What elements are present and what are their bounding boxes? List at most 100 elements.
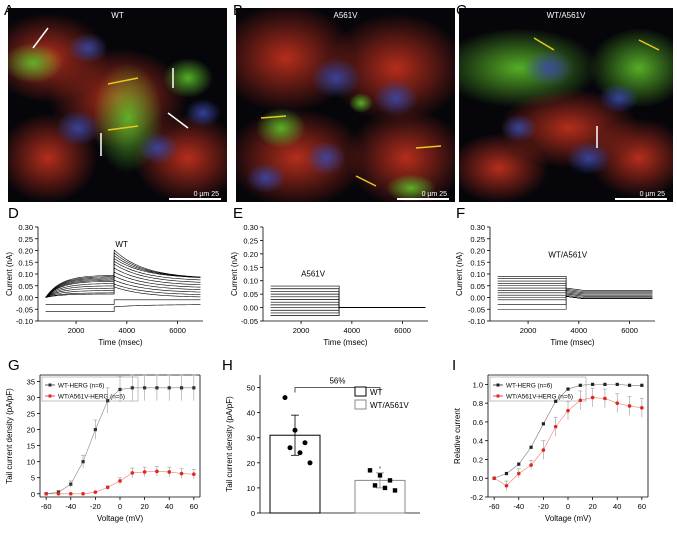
micrograph-a-scale: 0 µm 25	[193, 191, 219, 198]
legend-marker	[48, 394, 52, 398]
data-point	[640, 406, 644, 410]
x-tick-label: 20	[588, 502, 596, 511]
y-tick-label: 0.2	[473, 455, 483, 464]
data-point	[517, 462, 521, 466]
annotation: 56%	[329, 377, 345, 386]
data-point	[566, 387, 570, 391]
micrograph-b-scalebar	[397, 198, 449, 200]
x-tick-label: 6000	[169, 326, 186, 335]
y-tick-label: 40	[247, 409, 255, 418]
y-tick-label: 20	[27, 426, 35, 435]
panel-letter-d: D	[8, 205, 19, 222]
micrograph-a-scalebar	[169, 198, 221, 200]
y-tick-label: -0.05	[16, 305, 33, 314]
y-tick-label: 0	[31, 490, 35, 499]
chart-h: 0 10 20 30 40 50 Tail current density (pA/pF) 5…	[225, 375, 420, 518]
y-tick-label: 0.00	[470, 294, 485, 303]
data-point	[106, 399, 110, 403]
data-point	[143, 386, 147, 390]
y-tick-label: 30	[27, 393, 35, 402]
y-axis-label: Tail current density (pA/pF)	[5, 388, 14, 484]
current-trace	[497, 278, 653, 292]
y-tick-label: 15	[27, 442, 35, 451]
data-point	[179, 386, 184, 390]
data-point	[566, 408, 570, 413]
y-tick-label: 30	[247, 434, 255, 443]
y-tick-label: 0.20	[18, 247, 33, 256]
micrograph-c-title: WT/A561V	[546, 11, 586, 20]
y-tick-label: 0.15	[243, 263, 258, 272]
y-tick-label: 0.15	[470, 258, 485, 267]
x-axis-label: Voltage (mV)	[97, 514, 144, 523]
x-tick-label: 2000	[68, 326, 85, 335]
x-tick-label: 2000	[520, 326, 537, 335]
legend-label: WT-HERG (n=6)	[58, 383, 104, 390]
data-point	[529, 445, 533, 449]
data-point	[302, 440, 308, 446]
y-tick-label: 0.00	[18, 294, 33, 303]
current-trace	[497, 295, 653, 310]
current-trace	[45, 257, 201, 298]
data-point	[307, 460, 313, 466]
current-trace	[497, 294, 653, 299]
data-point	[167, 386, 171, 390]
data-point	[167, 470, 172, 474]
data-point	[192, 472, 196, 477]
y-axis-label: Current (nA)	[455, 252, 464, 296]
data-point	[282, 395, 288, 401]
x-tick-label: 20	[140, 502, 148, 511]
data-point	[603, 382, 607, 386]
current-trace	[45, 249, 201, 298]
bracket	[294, 387, 381, 393]
data-point	[105, 485, 110, 490]
data-point	[69, 482, 73, 486]
micrograph-c-scale: 0 µm 25	[639, 191, 665, 198]
x-tick-label: 40	[613, 502, 621, 511]
x-tick-label: 40	[165, 502, 173, 511]
current-trace	[270, 304, 426, 308]
data-point	[640, 383, 644, 387]
data-point	[578, 383, 582, 387]
x-tick-label: -40	[65, 502, 76, 511]
data-point	[372, 483, 378, 488]
x-tick-label: 6000	[621, 326, 638, 335]
y-tick-label: 25	[27, 410, 35, 419]
data-point	[627, 383, 632, 387]
x-axis-label: Voltage (mV)	[545, 514, 592, 523]
y-tick-label: 0.20	[470, 247, 485, 256]
y-tick-label: 0.8	[473, 399, 483, 408]
panel-letter-e: E	[233, 205, 244, 222]
legend-label: WT/A561V-HERG (n=6)	[58, 394, 125, 401]
y-tick-label: 0.30	[243, 223, 258, 232]
data-point	[529, 463, 533, 467]
micrograph-c-scalebar	[615, 198, 667, 200]
legend-marker	[496, 394, 500, 398]
micrograph-c-image	[459, 28, 673, 202]
data-point	[56, 491, 61, 496]
data-point	[603, 396, 607, 401]
y-axis-label: Current (nA)	[5, 252, 14, 296]
current-trace	[45, 260, 201, 298]
y-tick-label: 10	[27, 458, 35, 467]
panel-letter-h: H	[222, 357, 233, 374]
current-trace	[45, 255, 201, 298]
data-point	[81, 460, 85, 464]
data-point	[615, 382, 619, 386]
current-trace	[45, 299, 201, 305]
micrograph-b: A561V 0 µm 25	[236, 8, 455, 202]
y-tick-label: 0.20	[243, 250, 258, 259]
panel-letter-f: F	[456, 205, 466, 222]
x-tick-label: -20	[90, 502, 101, 511]
legend-swatch	[354, 386, 367, 397]
data-point	[492, 476, 496, 481]
data-point	[68, 491, 73, 496]
y-axis-label: Current (nA)	[230, 252, 239, 296]
y-tick-label: 1.0	[473, 380, 483, 389]
y-tick-label: -0.2	[470, 493, 483, 502]
current-trace	[45, 283, 201, 298]
y-tick-label: 0.25	[18, 235, 33, 244]
x-tick-label: -20	[538, 502, 549, 511]
data-point	[292, 427, 298, 433]
y-tick-label: -0.10	[16, 317, 33, 326]
micrograph-a-image	[8, 13, 227, 202]
